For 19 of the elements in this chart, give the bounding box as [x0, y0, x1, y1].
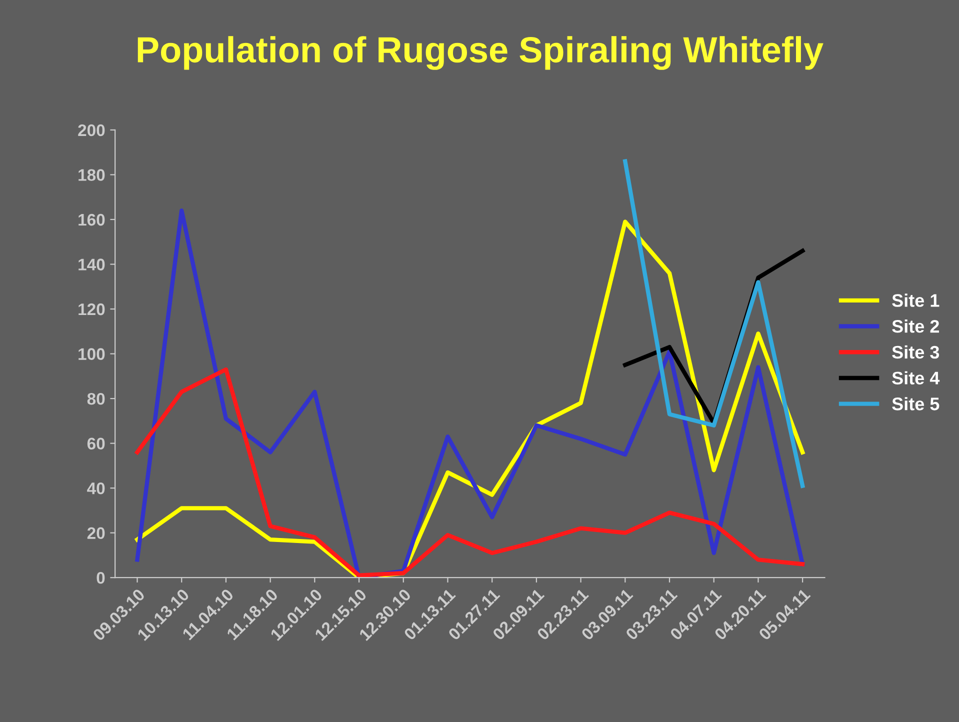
- legend-label: Site 4: [892, 371, 940, 384]
- y-tick-label: 140: [78, 258, 105, 270]
- y-tick-label: 40: [87, 482, 105, 494]
- line-series: [623, 159, 805, 488]
- chart-title: Population of Rugose Spiraling Whitefly: [138, 36, 824, 70]
- y-tick-label: 120: [78, 303, 105, 316]
- y-tick-label: 80: [87, 392, 105, 405]
- legend-label: Site 3: [892, 345, 940, 359]
- line-series: [135, 367, 805, 578]
- y-tick-label: 160: [78, 214, 105, 226]
- y-tick-label: 60: [87, 438, 105, 450]
- legend-label: Site 1: [892, 294, 940, 307]
- legend-label: Site 2: [892, 320, 939, 333]
- y-tick-label: 200: [78, 124, 105, 136]
- y-tick-label: 20: [87, 527, 105, 540]
- y-tick-label: 100: [78, 348, 105, 360]
- y-tick-label: 180: [78, 169, 105, 181]
- y-tick-label: 0: [96, 572, 105, 584]
- legend-label: Site 5: [892, 397, 940, 410]
